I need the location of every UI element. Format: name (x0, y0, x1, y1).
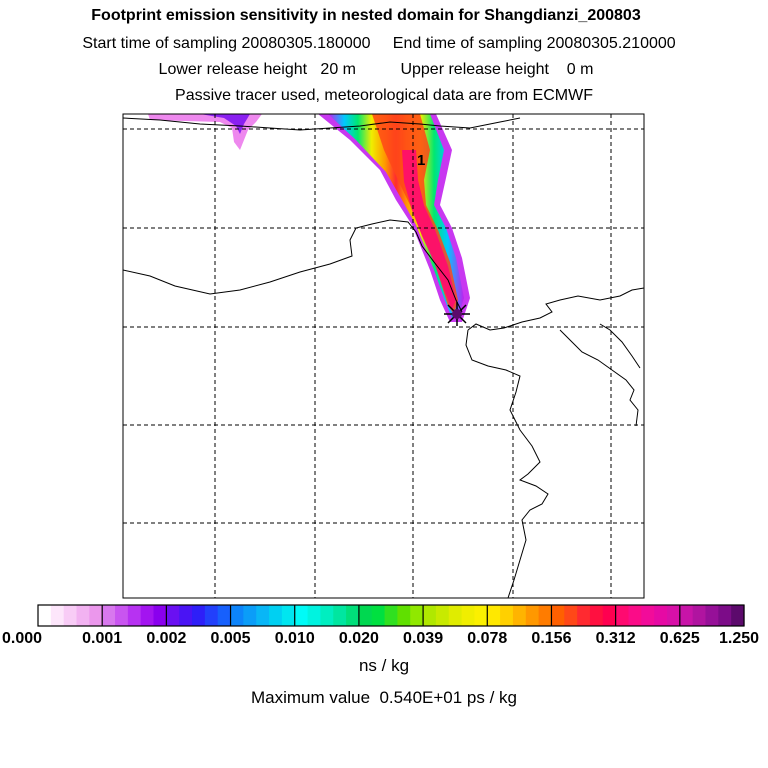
colorbar-tick-label: 0.625 (659, 630, 700, 647)
start-time-label: Start time of sampling 20080305.180000 (82, 35, 371, 52)
footprint-plume-mid (328, 114, 464, 318)
chart-title: Footprint emission sensitivity in nested… (91, 7, 641, 24)
colorbar-tick-label: 0.002 (146, 630, 187, 647)
plume-layer (148, 114, 470, 322)
map-grid (123, 114, 644, 598)
colorbar-tick-label: 0.000 (1, 630, 43, 647)
colorbar-tick-label: 0.010 (274, 630, 315, 647)
upper-release-height-label: Upper release height 0 m (400, 61, 594, 78)
colorbar-tick-label: 0.005 (210, 630, 251, 647)
coastlines (123, 117, 644, 598)
colorbar-tick-label: 0.312 (595, 630, 636, 647)
colorbar-tick-label: 0.156 (531, 630, 572, 647)
maximum-value-label: Maximum value 0.540E+01 ps / kg (251, 688, 517, 707)
colorbar-tick-label: 0.039 (403, 630, 444, 647)
colorbar-units-label: ns / kg (358, 656, 410, 675)
tracer-note: Passive tracer used, meteorological data… (175, 87, 593, 104)
sampling-time-line: Start time of sampling 20080305.180000 E… (0, 34, 763, 54)
release-number-label: 1 (417, 152, 425, 169)
colorbar-tick-label: 0.001 (82, 630, 123, 647)
release-height-line: Lower release height 20 m Upper release … (0, 60, 760, 80)
map-frame (122, 113, 645, 599)
release-site-marker (444, 302, 470, 326)
end-time-label: End time of sampling 20080305.210000 (392, 35, 676, 52)
colorbar-tick-label: 0.020 (338, 630, 379, 647)
colorbar-tick-label: 0.078 (467, 630, 508, 647)
footprint-plume-peak (402, 150, 456, 310)
colorbar-tick-label: 1.250 (718, 630, 760, 647)
lower-release-height-label: Lower release height 20 m (158, 61, 356, 78)
